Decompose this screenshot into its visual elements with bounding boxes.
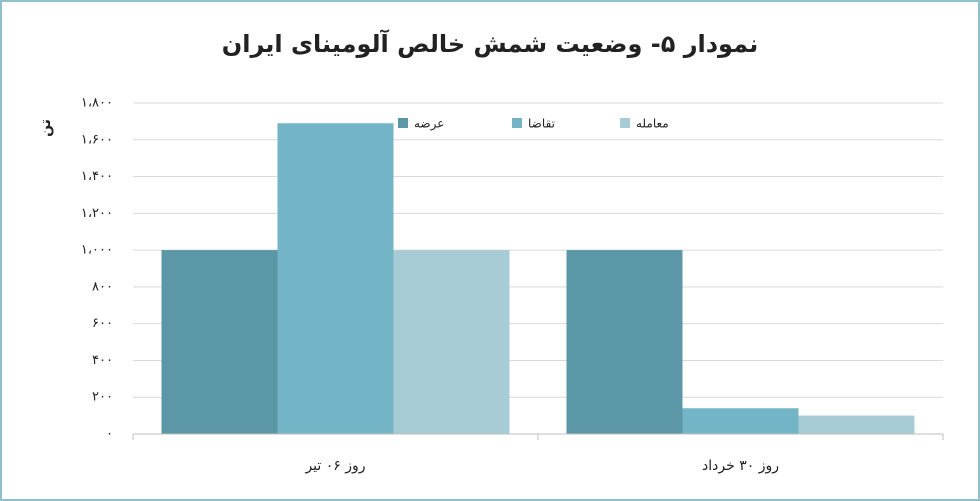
chart-title: نمودار ۵- وضعیت شمش خالص آلومینای ایران bbox=[222, 29, 758, 58]
y-axis-title: تن bbox=[38, 119, 54, 137]
x-tick-label: روز ۰۶ تیر bbox=[304, 458, 365, 474]
y-tick-label: ۱،۴۰۰ bbox=[81, 169, 113, 184]
legend-label: عرضه bbox=[414, 117, 444, 132]
legend-label: تقاضا bbox=[528, 117, 555, 131]
bar bbox=[566, 250, 683, 434]
y-tick-label: ۱،۲۰۰ bbox=[81, 206, 113, 221]
bar bbox=[277, 123, 394, 434]
bar bbox=[798, 415, 915, 434]
x-tick-label: روز ۳۰ خرداد bbox=[702, 458, 779, 474]
legend-swatch bbox=[620, 118, 630, 128]
y-tick-label: ۲۰۰ bbox=[92, 390, 113, 405]
legend-label: معامله bbox=[636, 117, 669, 131]
y-tick-label: ۴۰۰ bbox=[92, 353, 113, 368]
legend-swatch bbox=[512, 118, 522, 128]
bar bbox=[161, 250, 278, 434]
y-tick-label: ۱،۰۰۰ bbox=[81, 243, 113, 258]
y-tick-label: ۸۰۰ bbox=[92, 279, 113, 294]
legend-swatch bbox=[398, 118, 408, 128]
y-tick-label: ۱،۶۰۰ bbox=[81, 132, 113, 147]
y-tick-label: ۰ bbox=[106, 427, 113, 442]
y-tick-label: ۶۰۰ bbox=[92, 316, 113, 331]
bar bbox=[682, 408, 799, 434]
bar bbox=[393, 250, 510, 434]
y-tick-label: ۱،۸۰۰ bbox=[81, 96, 113, 111]
